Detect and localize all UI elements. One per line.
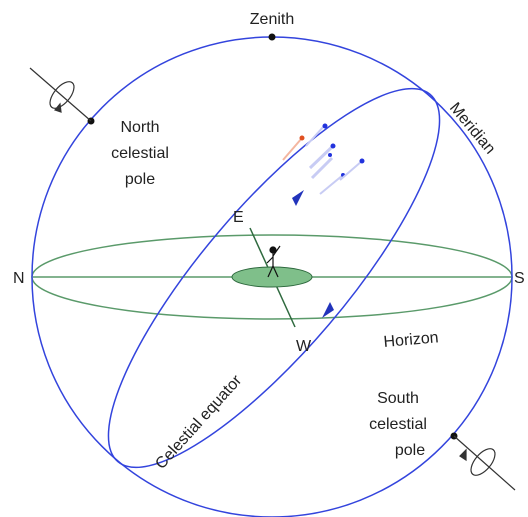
south-axis-icon <box>453 435 516 491</box>
equator-arrow <box>292 190 304 206</box>
south-pole-label: South <box>377 390 419 407</box>
north-axis-icon <box>29 67 92 122</box>
observer-ground <box>231 266 313 288</box>
east-label: E <box>233 209 244 226</box>
equator-arrow <box>322 302 334 318</box>
west-label: W <box>296 338 312 355</box>
star-trails <box>282 123 365 195</box>
south-label: S <box>514 270 525 287</box>
north-label: N <box>13 270 25 287</box>
north-pole-label: celestial <box>111 145 169 162</box>
horizon-label: Horizon <box>383 329 439 351</box>
zenith-point <box>268 33 276 41</box>
north-pole-label: pole <box>125 171 155 188</box>
zenith-label: Zenith <box>250 11 294 28</box>
north-pole-label: North <box>120 119 159 136</box>
celestial-equator <box>107 87 441 469</box>
meridian-label: Meridian <box>446 100 498 158</box>
observer <box>266 245 281 278</box>
equator-label: Celestial equator <box>152 372 245 473</box>
south-pole-label: pole <box>395 442 425 459</box>
south-pole-label: celestial <box>369 416 427 433</box>
